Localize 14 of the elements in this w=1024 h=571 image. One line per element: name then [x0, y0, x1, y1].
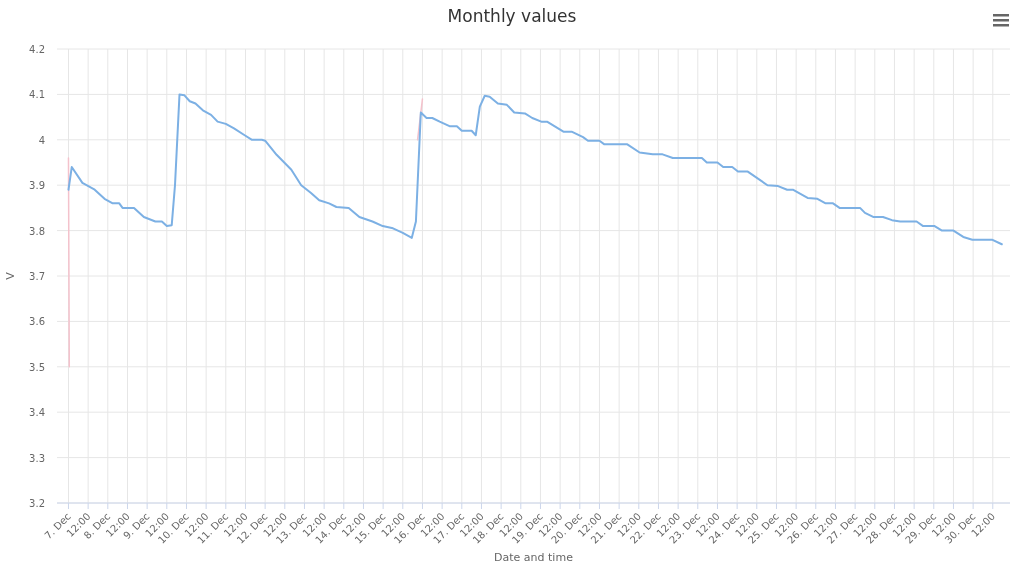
- y-tick-label: 3.7: [29, 271, 45, 282]
- y-tick-label: 4.2: [29, 44, 45, 55]
- x-axis-title: Date and time: [494, 551, 574, 564]
- y-axis-title: V: [4, 271, 17, 280]
- y-tick-label: 4: [38, 134, 45, 146]
- y-tick-label: 3.8: [29, 225, 45, 237]
- chart-title: Monthly values: [447, 6, 577, 26]
- y-tick-label: 3.2: [29, 498, 45, 509]
- y-tick-label: 3.5: [29, 361, 45, 373]
- y-tick-label: 4.1: [29, 89, 45, 101]
- y-tick-label: 3.9: [29, 180, 45, 192]
- y-tick-label: 3.6: [29, 316, 45, 328]
- y-tick-label: 3.3: [29, 452, 45, 464]
- y-tick-label: 3.4: [29, 407, 45, 419]
